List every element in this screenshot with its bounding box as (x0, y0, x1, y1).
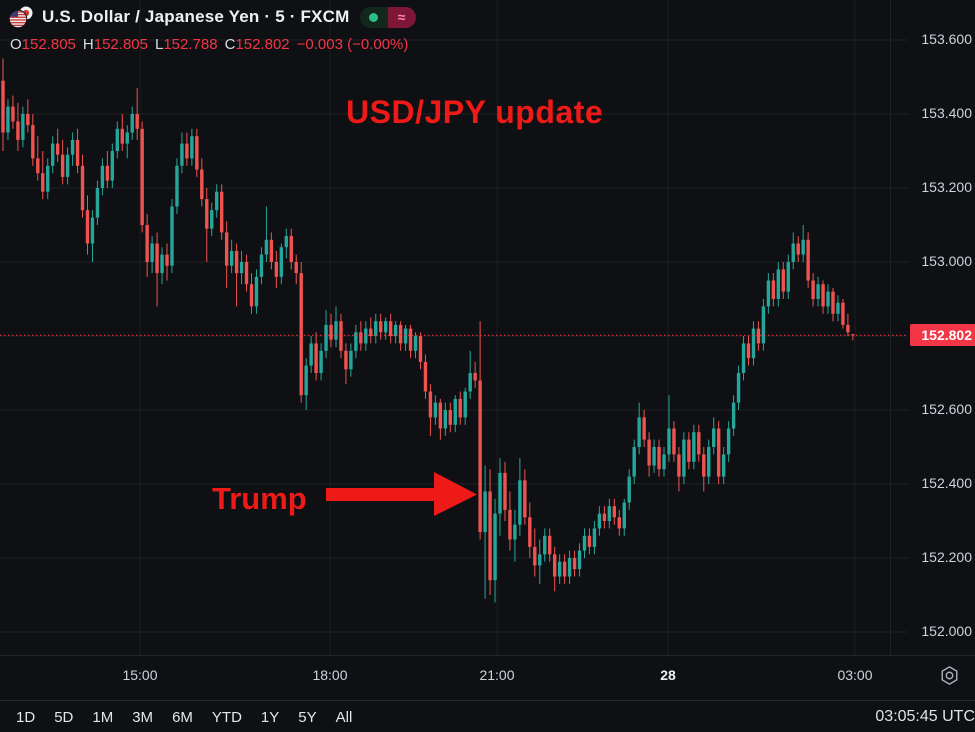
range-button-1d[interactable]: 1D (16, 708, 36, 726)
time-axis-label: 03:00 (837, 667, 873, 683)
ohlc-readout[interactable]: O152.805 H152.805 L152.788 C152.802 −0.003 (… (10, 36, 416, 53)
chart-legend: U.S. Dollar / Japanese Yen · 5 · FXCM ≈ … (8, 4, 416, 53)
bottom-toolbar: 1D 5D 1M 3M 6M YTD 1Y 5Y All 03:05:45 UTC (0, 700, 975, 732)
axis-settings-gear-icon[interactable] (939, 665, 960, 686)
market-status-badge[interactable]: ≈ (359, 6, 416, 28)
price-axis-label: 152.600 (921, 401, 972, 417)
price-axis-label: 152.000 (921, 623, 972, 639)
range-button-1y[interactable]: 1Y (260, 708, 280, 726)
annotation-usdjpy-update: USD/JPY update (346, 94, 604, 130)
time-axis-label: 18:00 (312, 667, 348, 683)
symbol-title[interactable]: U.S. Dollar / Japanese Yen · 5 · FXCM (42, 7, 350, 26)
price-axis-label: 153.200 (921, 179, 972, 195)
candlestick-chart[interactable] (0, 0, 975, 655)
delayed-data-icon: ≈ (387, 6, 416, 28)
range-button-3m[interactable]: 3M (132, 708, 154, 726)
change-value: −0.003 (−0.00%) (296, 36, 409, 53)
price-axis-label: 153.600 (921, 31, 972, 47)
low-value: 152.788 (163, 36, 218, 53)
close-value: 152.802 (235, 36, 290, 53)
symbol-header-row: U.S. Dollar / Japanese Yen · 5 · FXCM ≈ (8, 4, 416, 30)
time-axis-label: 28 (660, 667, 676, 683)
high-label: H (82, 36, 94, 53)
low-label: L (154, 36, 164, 53)
price-axis[interactable]: 152.802 153.600 153.400 153.200 153.000 152.… (890, 0, 975, 655)
time-axis[interactable]: 15:00 18:00 21:00 28 03:00 (0, 655, 975, 701)
usdjpy-flags-icon (8, 5, 34, 29)
range-button-5y[interactable]: 5Y (298, 708, 317, 726)
price-axis-label: 152.400 (921, 475, 972, 491)
price-axis-label: 152.200 (921, 549, 972, 565)
market-open-dot-icon (359, 6, 388, 28)
range-button-6m[interactable]: 6M (172, 708, 193, 726)
annotation-trump-label: Trump (212, 481, 307, 516)
range-button-5d[interactable]: 5D (54, 708, 74, 726)
range-button-all[interactable]: All (335, 708, 353, 726)
last-price-label: 152.802 (910, 324, 975, 347)
open-value: 152.805 (21, 36, 76, 53)
time-axis-label: 21:00 (479, 667, 515, 683)
price-axis-label: 153.400 (921, 105, 972, 121)
open-label: O (10, 36, 22, 53)
price-axis-label: 153.000 (921, 253, 972, 269)
trump-arrow-icon (326, 472, 477, 516)
high-value: 152.805 (93, 36, 148, 53)
range-button-1m[interactable]: 1M (92, 708, 114, 726)
close-label: C (224, 36, 236, 53)
range-button-ytd[interactable]: YTD (211, 708, 242, 726)
time-axis-label: 15:00 (122, 667, 158, 683)
range-selector: 1D 5D 1M 3M 6M YTD 1Y 5Y All (0, 709, 371, 726)
clock-timezone-button[interactable]: 03:05:45 UTC (875, 708, 975, 725)
